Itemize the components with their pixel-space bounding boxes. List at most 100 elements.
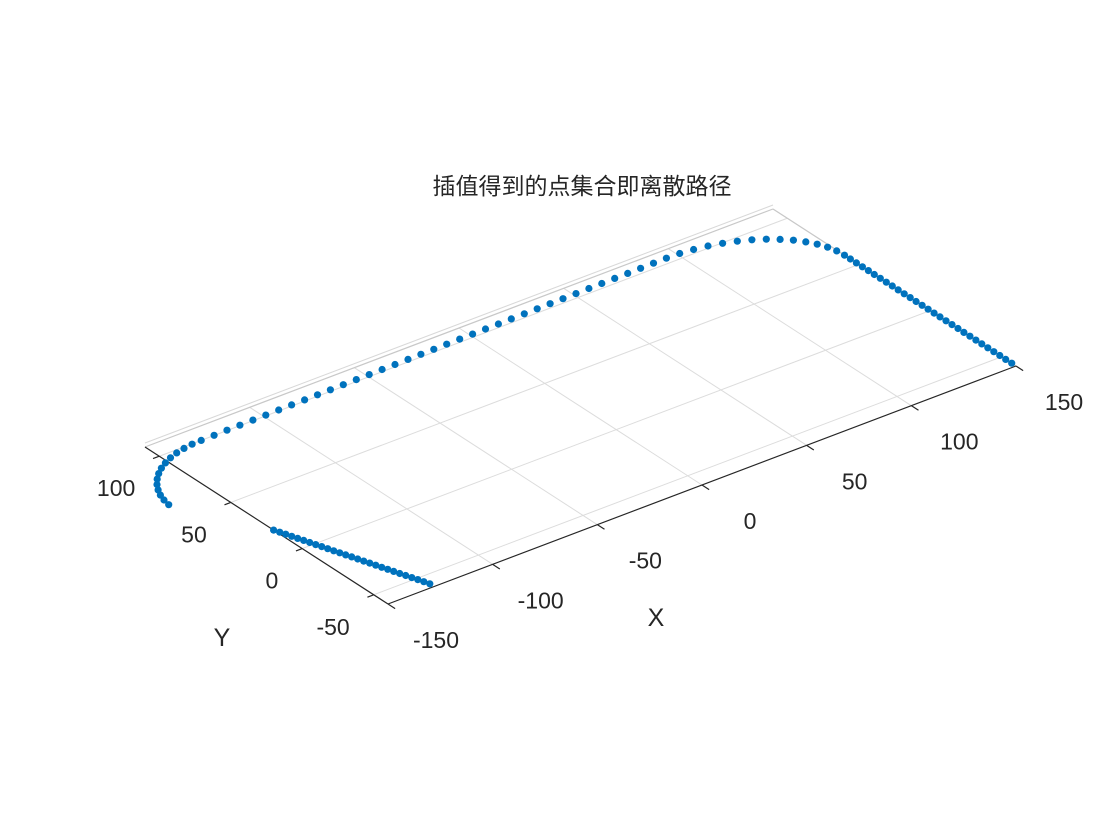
grid-line-x [563, 287, 807, 446]
data-point [852, 259, 861, 267]
data-point [188, 440, 196, 448]
data-point [912, 297, 920, 306]
x-tick-mark [1015, 365, 1024, 372]
data-point [342, 551, 350, 559]
data-point [900, 290, 908, 298]
data-point [153, 475, 161, 483]
data-point [372, 561, 380, 569]
data-point [996, 351, 1004, 360]
grid-line-x [458, 327, 703, 486]
grid-line-x [668, 248, 912, 407]
data-point [306, 538, 314, 547]
data-point [288, 532, 296, 540]
data-point [559, 295, 567, 303]
data-point [456, 335, 464, 343]
data-point [180, 444, 188, 452]
data-point [864, 267, 873, 275]
data-point [662, 254, 671, 262]
data-point [324, 545, 332, 553]
y-tick-label: 100 [97, 475, 135, 501]
data-point [396, 569, 404, 578]
data-point [966, 332, 974, 340]
data-point [840, 251, 849, 259]
x-tick-mark [597, 524, 605, 530]
x-tick-mark [492, 563, 501, 570]
data-point [733, 237, 741, 245]
y-axis-line [144, 446, 389, 605]
grid-line-x [354, 367, 598, 526]
data-point [748, 236, 756, 244]
data-point [894, 286, 902, 294]
y-ticks: -50 0 50 100 [97, 455, 374, 640]
data-point [858, 263, 867, 271]
data-point [1008, 359, 1016, 367]
data-point [776, 235, 784, 243]
data-point [704, 242, 712, 250]
data-point [330, 547, 338, 555]
back-edge-top [144, 208, 774, 448]
data-point [984, 344, 992, 352]
x-tick-label: 50 [842, 468, 868, 494]
x-ticks: -150 -100 -50 0 50 100 150 [387, 365, 1083, 653]
data-point [378, 563, 386, 571]
data-point [481, 325, 490, 333]
x-tick-label: 100 [940, 429, 978, 455]
data-point [210, 431, 218, 439]
data-point [165, 501, 173, 509]
data-point [262, 411, 270, 419]
data-point [402, 571, 410, 580]
data-point [802, 238, 810, 246]
data-point [157, 464, 165, 472]
x-tick-mark [911, 405, 919, 411]
data-point [384, 565, 392, 573]
data-point [813, 240, 821, 248]
data-point [882, 278, 890, 286]
x-tick-label: -100 [518, 587, 564, 613]
y-tick-mark [367, 594, 374, 598]
data-point [366, 559, 374, 567]
data-points [153, 235, 1016, 588]
data-point [318, 543, 326, 551]
data-point [236, 421, 244, 429]
data-point [275, 406, 283, 414]
data-point [153, 480, 161, 489]
data-point [300, 536, 308, 545]
x-tick-label: 0 [744, 508, 757, 534]
data-point [414, 576, 422, 584]
y-tick-label: 50 [181, 521, 207, 547]
data-point [378, 365, 386, 374]
data-point [972, 336, 980, 344]
x-tick-mark [806, 444, 815, 451]
data-point [348, 553, 356, 561]
data-point [824, 243, 832, 251]
data-point [888, 282, 896, 290]
data-point [942, 317, 950, 325]
data-point [789, 236, 798, 244]
data-point [223, 426, 231, 434]
x-axis-label: X [648, 604, 665, 632]
data-point [276, 528, 284, 536]
data-point [637, 264, 645, 272]
data-point [326, 386, 334, 394]
data-point [624, 269, 632, 277]
data-point [154, 486, 162, 494]
data-point [876, 274, 884, 282]
data-point [339, 381, 347, 389]
data-point [833, 247, 841, 255]
data-point [282, 530, 290, 538]
y-tick-mark [224, 501, 231, 506]
data-point [391, 360, 399, 369]
data-point [936, 313, 944, 321]
data-point [155, 470, 163, 478]
y-axis-label: Y [214, 624, 231, 652]
y-tick-label: -50 [316, 614, 349, 640]
data-point [404, 355, 412, 363]
data-point [918, 301, 926, 309]
x-tick-label: -150 [413, 627, 459, 653]
grid-line-y [373, 356, 1002, 596]
data-point [948, 321, 956, 329]
data-point [719, 239, 727, 247]
data-point [960, 328, 968, 336]
data-point [390, 567, 398, 576]
